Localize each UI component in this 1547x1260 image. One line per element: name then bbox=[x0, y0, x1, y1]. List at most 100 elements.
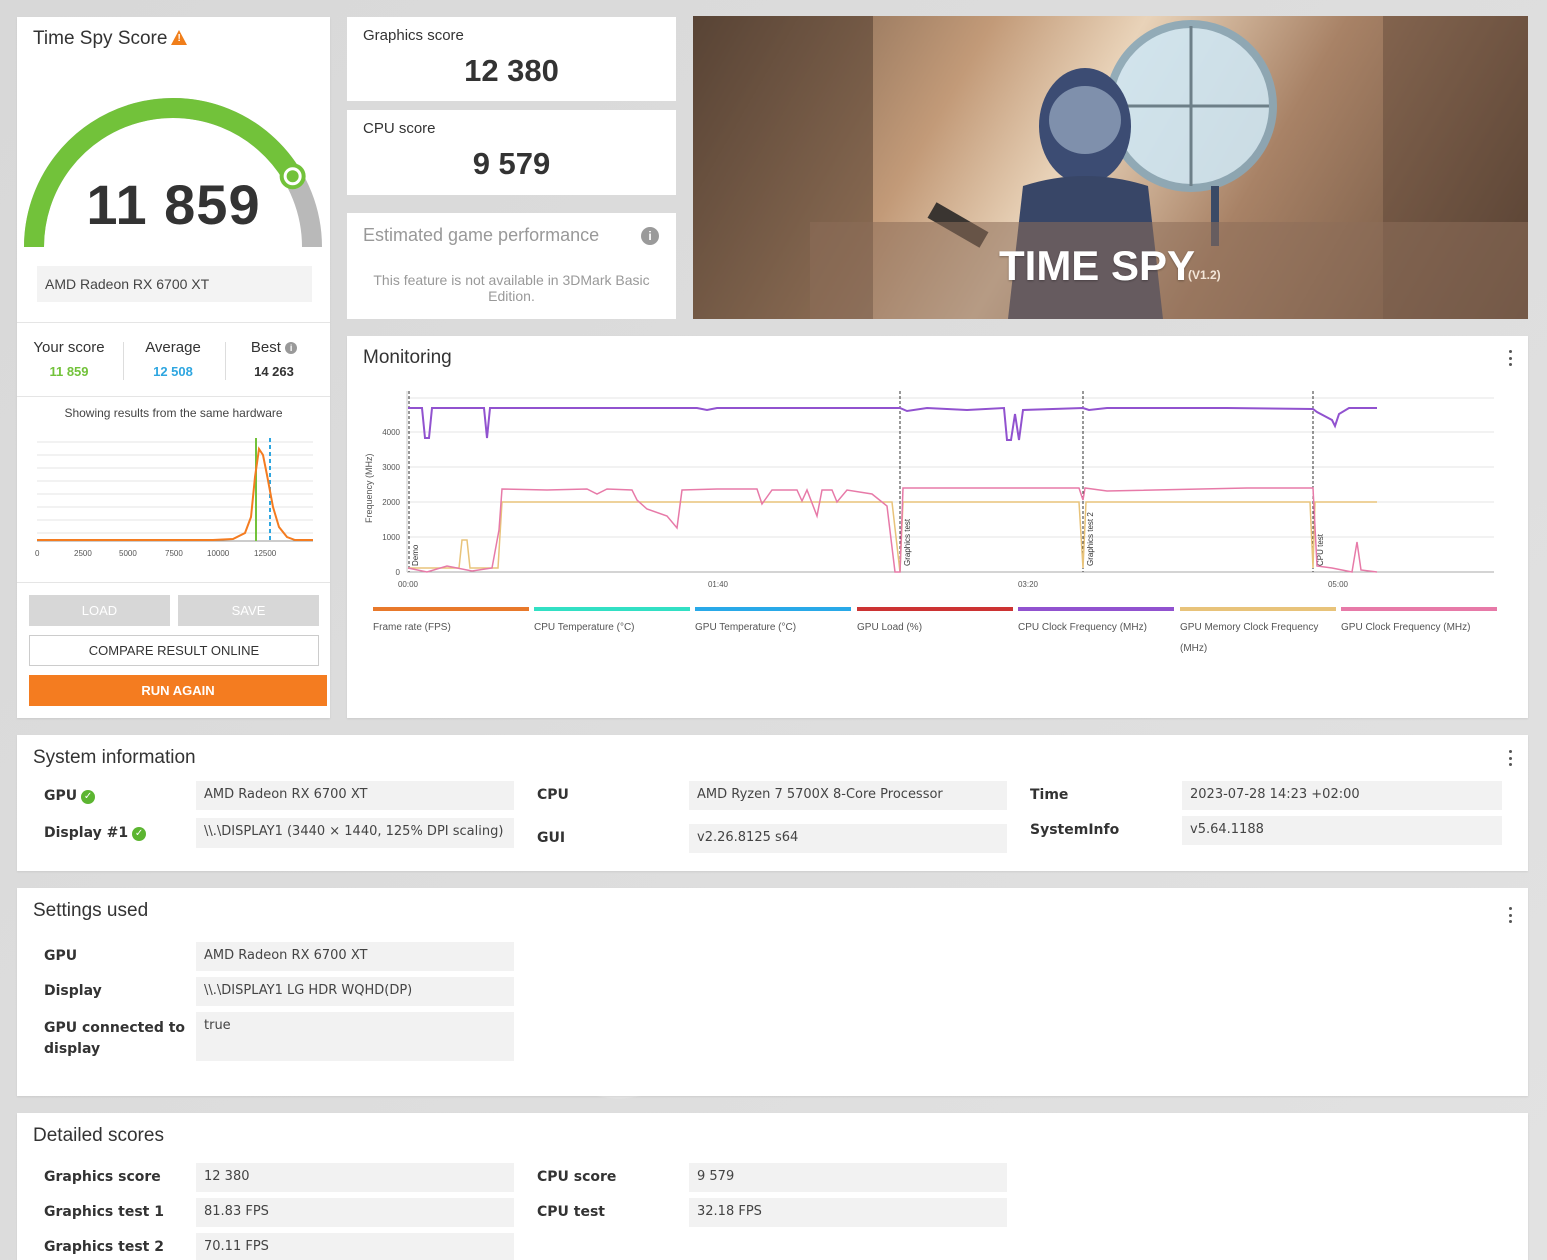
stat-separator bbox=[123, 342, 124, 380]
time-key: Time bbox=[1030, 787, 1069, 803]
legend-item-gpu-clock[interactable]: GPU Clock Frequency (MHz) bbox=[1341, 607, 1497, 638]
histogram-curve bbox=[37, 446, 313, 541]
load-button[interactable]: LOAD bbox=[29, 595, 170, 626]
monitoring-panel: Monitoring Frequency (MHz) 0 1000 2000 3… bbox=[347, 336, 1528, 718]
systeminfo-key: SystemInfo bbox=[1030, 822, 1120, 838]
cpu-score-card: CPU score 9 579 bbox=[347, 110, 676, 195]
divider bbox=[17, 582, 330, 583]
best-stat: Best i 14 263 bbox=[224, 339, 324, 379]
cpu-score-value: 9 579 bbox=[472, 146, 551, 181]
legend-label: CPU Clock Frequency (MHz) bbox=[1018, 622, 1147, 633]
detail-graphics-score-value: 12 380 bbox=[196, 1163, 514, 1192]
average-stat: Average 12 508 bbox=[123, 339, 223, 379]
benchmark-version: (V1.2) bbox=[1188, 268, 1221, 282]
histogram-gridlines bbox=[37, 441, 313, 534]
graphics-score-card: Graphics score 12 380 bbox=[347, 17, 676, 101]
score-panel: Time Spy Score 11 859 AMD Radeon RX 6700… bbox=[17, 17, 330, 718]
settings-gpu-key: GPU bbox=[44, 948, 78, 964]
display-value: \\.\DISPLAY1 (3440 × 1440, 125% DPI scal… bbox=[196, 818, 514, 848]
graphics-test-2-key: Graphics test 2 bbox=[44, 1239, 164, 1255]
cpu-key: CPU bbox=[537, 787, 569, 803]
info-icon[interactable]: i bbox=[641, 227, 659, 245]
hist-tick: 10000 bbox=[207, 549, 230, 558]
best-label: Best i bbox=[224, 339, 324, 356]
monitoring-chart: Frequency (MHz) 0 1000 2000 3000 4000 00… bbox=[364, 391, 1494, 589]
legend-item-gpu-temperature[interactable]: GPU Temperature (°C) bbox=[695, 607, 851, 638]
estimated-performance-label: Estimated game performance bbox=[363, 225, 600, 245]
stat-separator bbox=[225, 342, 226, 380]
run-again-button[interactable]: RUN AGAIN bbox=[29, 675, 327, 706]
gpu-name: AMD Radeon RX 6700 XT bbox=[37, 266, 312, 302]
your-score-label: Your score bbox=[33, 339, 105, 356]
compare-online-button[interactable]: COMPARE RESULT ONLINE bbox=[29, 635, 319, 666]
legend-swatch bbox=[534, 607, 690, 611]
average-value: 12 508 bbox=[153, 364, 193, 379]
hist-tick: 5000 bbox=[119, 549, 137, 558]
gui-key: GUI bbox=[537, 830, 566, 846]
settings-gpu-value: AMD Radeon RX 6700 XT bbox=[196, 942, 514, 971]
legend-item-gpu-load[interactable]: GPU Load (%) bbox=[857, 607, 1013, 638]
graphics-score-value: 12 380 bbox=[464, 53, 559, 88]
phase-markers bbox=[408, 391, 1314, 572]
legend-label: Frame rate (FPS) bbox=[373, 622, 451, 633]
hist-tick: 2500 bbox=[74, 549, 92, 558]
y-tick: 3000 bbox=[382, 463, 400, 472]
legend-swatch bbox=[1018, 607, 1174, 611]
cpu-score-label: CPU score bbox=[363, 120, 436, 137]
main-score: 11 859 bbox=[86, 173, 261, 236]
best-value: 14 263 bbox=[254, 364, 294, 379]
detailed-scores-title: Detailed scores bbox=[33, 1125, 164, 1146]
more-options-icon[interactable] bbox=[1508, 350, 1512, 366]
gauge-fill bbox=[24, 98, 302, 248]
save-button[interactable]: SAVE bbox=[178, 595, 319, 626]
detail-cpu-score-value: 9 579 bbox=[689, 1163, 1007, 1192]
cpu-test-value: 32.18 FPS bbox=[689, 1198, 1007, 1227]
your-score-value: 11 859 bbox=[49, 364, 89, 379]
more-options-icon[interactable] bbox=[1508, 750, 1512, 766]
warning-icon[interactable] bbox=[171, 30, 188, 45]
y-tick: 1000 bbox=[382, 533, 400, 542]
legend-item-cpu-temperature[interactable]: CPU Temperature (°C) bbox=[534, 607, 690, 638]
legend-swatch bbox=[695, 607, 851, 611]
y-axis-label: Frequency (MHz) bbox=[364, 453, 374, 523]
benchmark-title: TIME SPY bbox=[999, 242, 1196, 289]
graphics-score-label: Graphics score bbox=[363, 27, 464, 44]
graphics-test-2-value: 70.11 FPS bbox=[196, 1233, 514, 1260]
x-tick: 01:40 bbox=[708, 580, 729, 589]
x-tick: 05:00 bbox=[1328, 580, 1349, 589]
cpu-test-key: CPU test bbox=[537, 1204, 605, 1220]
legend-item-gpu-memory-clock[interactable]: GPU Memory Clock Frequency (MHz) bbox=[1180, 607, 1336, 659]
your-score-stat: Your score 11 859 bbox=[19, 339, 119, 379]
hist-tick: 7500 bbox=[165, 549, 183, 558]
settings-display-value: \\.\DISPLAY1 LG HDR WQHD(DP) bbox=[196, 977, 514, 1006]
legend-label: CPU Temperature (°C) bbox=[534, 622, 635, 633]
divider bbox=[17, 322, 330, 323]
gpu-connected-value: true bbox=[196, 1012, 514, 1061]
legend-item-cpu-clock[interactable]: CPU Clock Frequency (MHz) bbox=[1018, 607, 1174, 638]
estimated-game-performance-card: Estimated game performance i This featur… bbox=[347, 213, 676, 319]
hist-tick: 12500 bbox=[254, 549, 277, 558]
phase-marker-label: Demo bbox=[411, 544, 420, 566]
legend-label: GPU Clock Frequency (MHz) bbox=[1341, 622, 1471, 633]
settings-used-panel: Settings used GPU AMD Radeon RX 6700 XT … bbox=[17, 888, 1528, 1096]
legend-item-frame-rate[interactable]: Frame rate (FPS) bbox=[373, 607, 529, 638]
phase-marker-label: Graphics test 2 bbox=[1086, 512, 1095, 566]
y-tick: 0 bbox=[396, 568, 401, 577]
systeminfo-value: v5.64.1188 bbox=[1182, 816, 1502, 845]
hardware-filter-text: Showing results from the same hardware bbox=[64, 406, 283, 420]
legend-swatch bbox=[1180, 607, 1336, 611]
y-tick: 2000 bbox=[382, 498, 400, 507]
more-options-icon[interactable] bbox=[1508, 907, 1512, 923]
monitoring-title: Monitoring bbox=[363, 347, 452, 368]
gpu-value: AMD Radeon RX 6700 XT bbox=[196, 781, 514, 810]
detailed-scores-panel: Detailed scores Graphics score 12 380 Gr… bbox=[17, 1113, 1528, 1260]
hero-title-band bbox=[810, 222, 1528, 319]
system-information-panel: System information GPU ✓ AMD Radeon RX 67… bbox=[17, 735, 1528, 871]
x-tick: 00:00 bbox=[398, 580, 419, 589]
gauge-knob-center bbox=[286, 170, 299, 183]
average-label: Average bbox=[145, 339, 201, 356]
gui-value: v2.26.8125 s64 bbox=[689, 824, 1007, 853]
detail-graphics-score-key: Graphics score bbox=[44, 1169, 161, 1185]
info-icon[interactable]: i bbox=[285, 342, 298, 354]
time-value: 2023-07-28 14:23 +02:00 bbox=[1182, 781, 1502, 810]
